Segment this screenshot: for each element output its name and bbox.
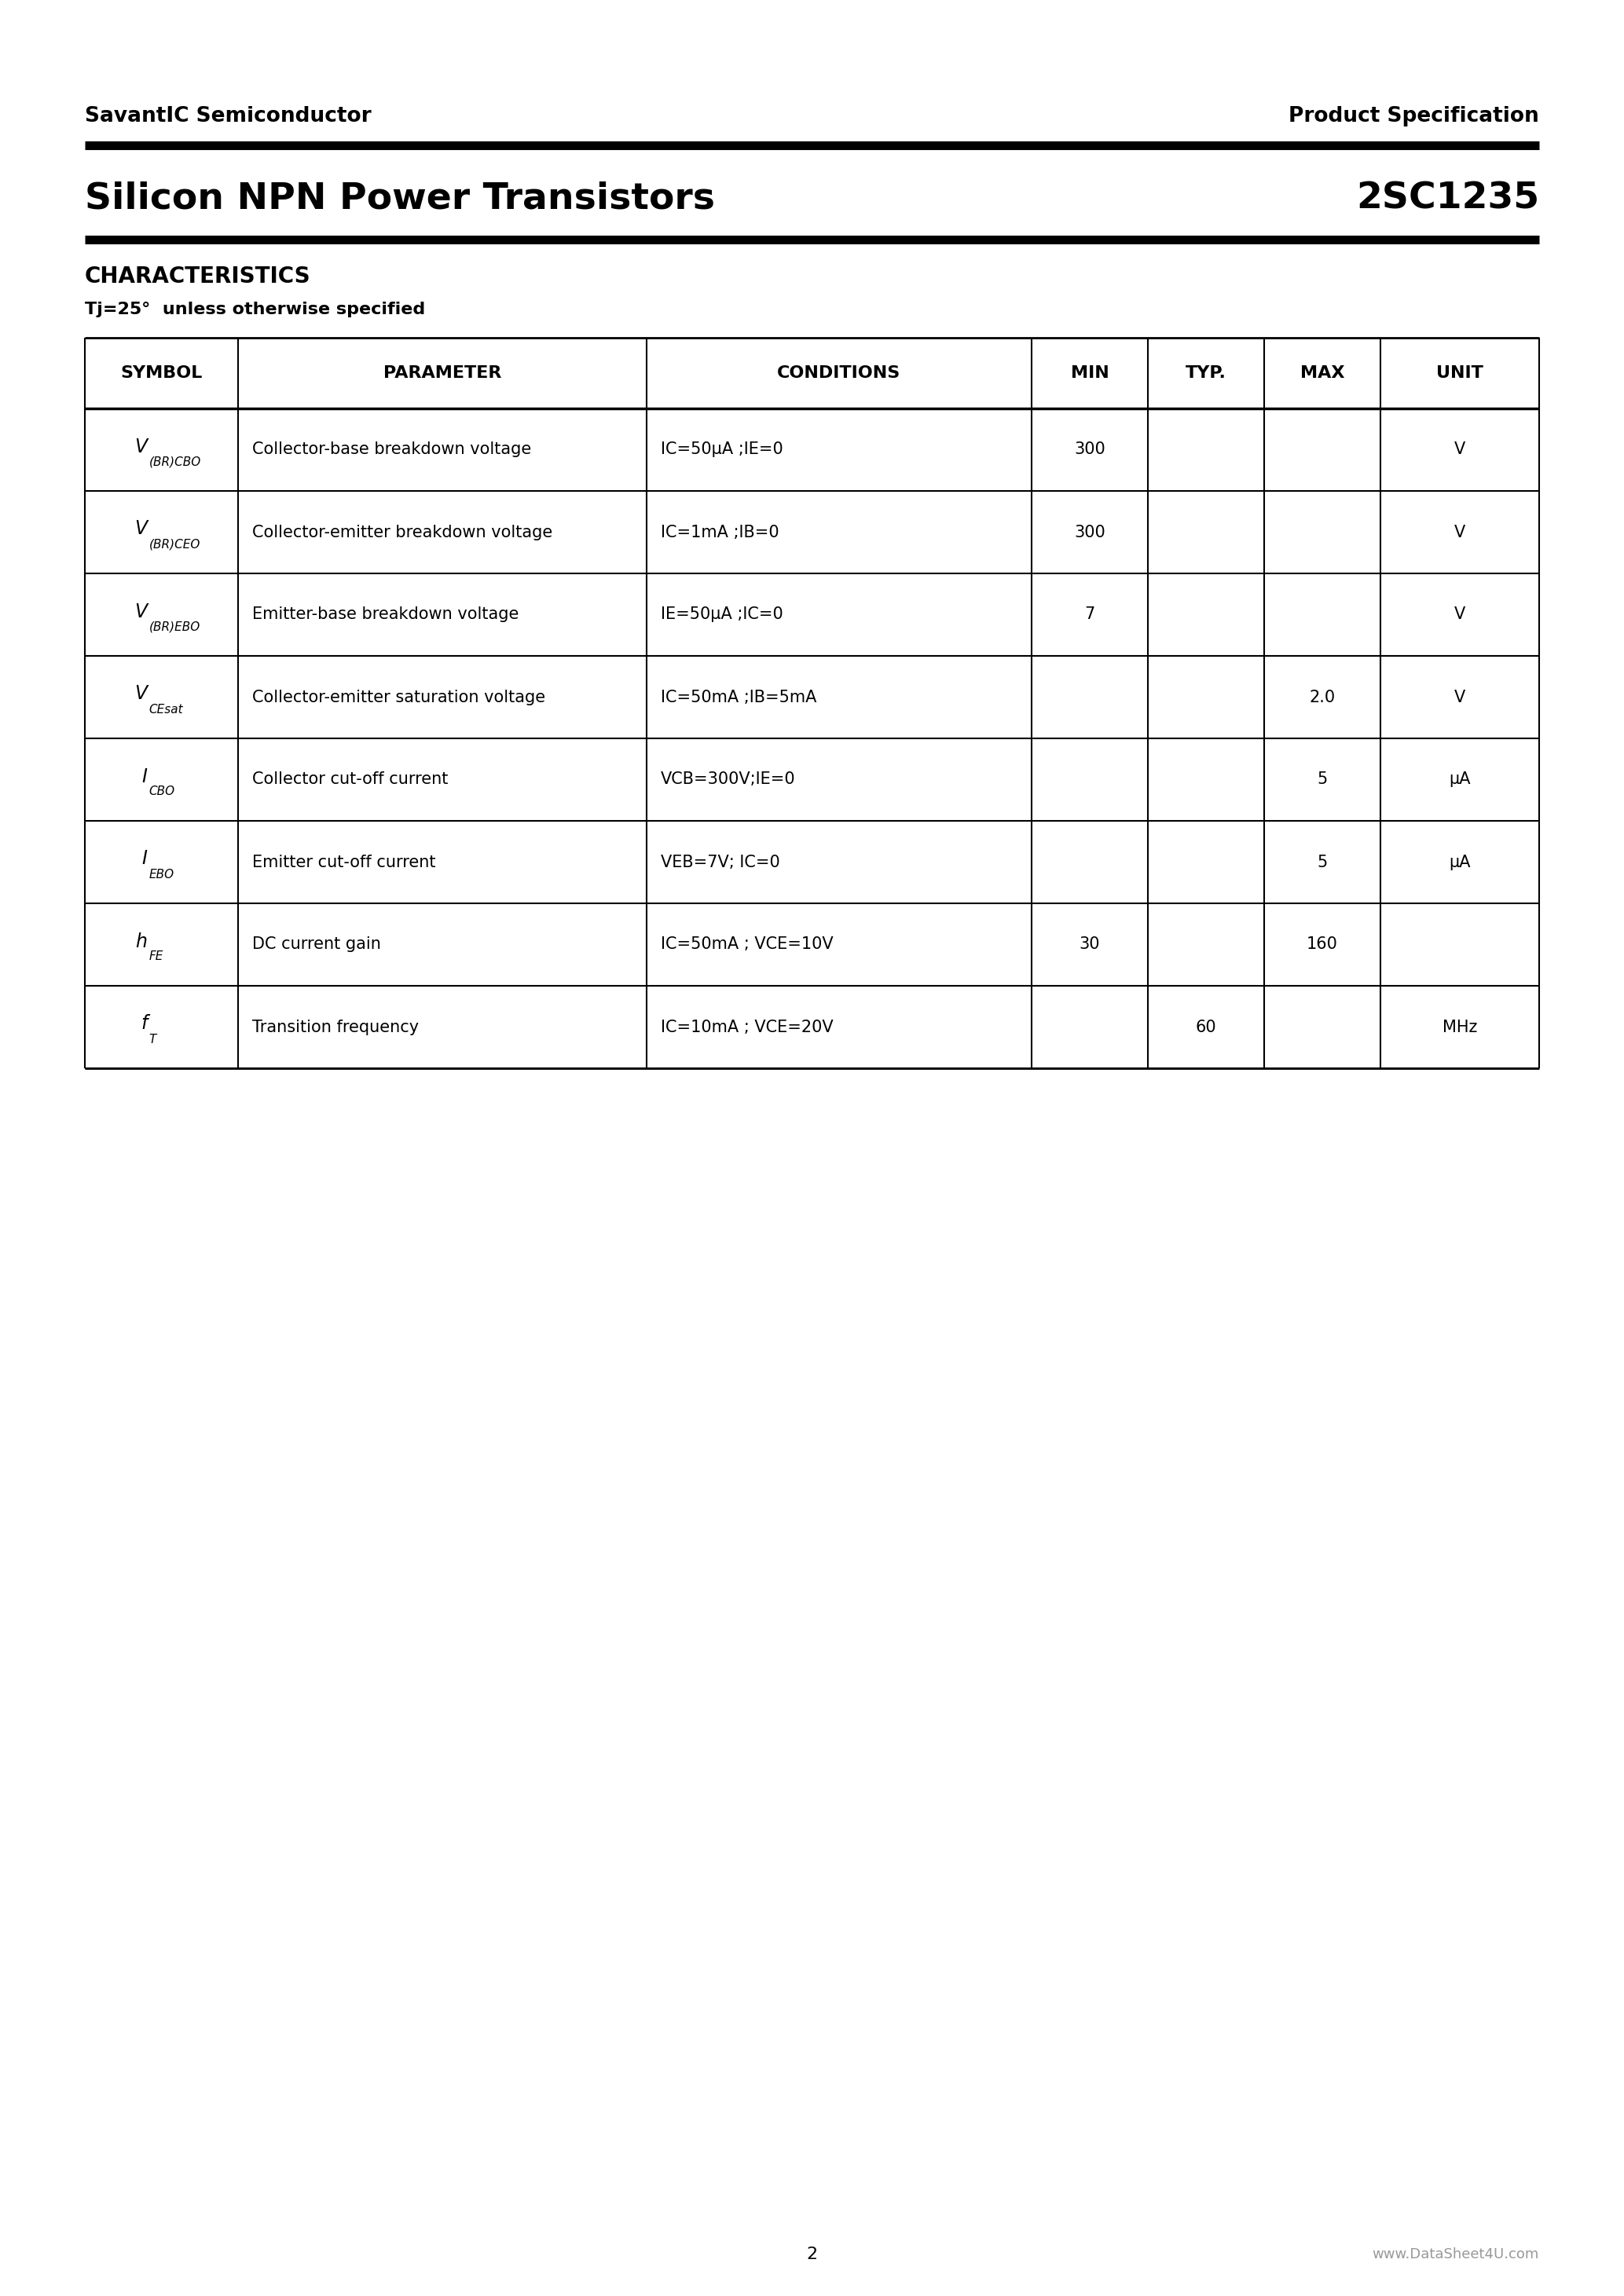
Text: MIN: MIN <box>1070 365 1109 381</box>
Text: CEsat: CEsat <box>149 703 184 714</box>
Text: MAX: MAX <box>1301 365 1345 381</box>
Text: T: T <box>149 1033 156 1045</box>
Text: UNIT: UNIT <box>1436 365 1483 381</box>
Text: f: f <box>141 1015 148 1033</box>
Text: μA: μA <box>1449 854 1471 870</box>
Text: 2SC1235: 2SC1235 <box>1356 181 1540 216</box>
Text: Collector-base breakdown voltage: Collector-base breakdown voltage <box>252 441 531 457</box>
Text: www.DataSheet4U.com: www.DataSheet4U.com <box>1372 2248 1540 2262</box>
Text: Tj=25°  unless otherwise specified: Tj=25° unless otherwise specified <box>84 301 425 317</box>
Text: IC=10mA ; VCE=20V: IC=10mA ; VCE=20V <box>661 1019 833 1035</box>
Text: IC=1mA ;IB=0: IC=1mA ;IB=0 <box>661 523 780 540</box>
Text: 300: 300 <box>1073 441 1106 457</box>
Text: 2: 2 <box>807 2245 817 2262</box>
Text: V: V <box>135 436 148 457</box>
Text: EBO: EBO <box>149 868 174 879</box>
Text: VEB=7V; IC=0: VEB=7V; IC=0 <box>661 854 780 870</box>
Text: h: h <box>135 932 148 951</box>
Text: (BR)EBO: (BR)EBO <box>149 620 200 634</box>
Text: 7: 7 <box>1085 606 1095 622</box>
Text: V: V <box>1453 523 1465 540</box>
Text: MHz: MHz <box>1442 1019 1478 1035</box>
Text: Collector-emitter saturation voltage: Collector-emitter saturation voltage <box>252 689 546 705</box>
Text: V: V <box>1453 606 1465 622</box>
Text: CBO: CBO <box>149 785 175 797</box>
Text: IC=50mA ;IB=5mA: IC=50mA ;IB=5mA <box>661 689 817 705</box>
Text: IC=50mA ; VCE=10V: IC=50mA ; VCE=10V <box>661 937 833 953</box>
Text: CHARACTERISTICS: CHARACTERISTICS <box>84 266 310 287</box>
Text: I: I <box>141 850 148 868</box>
Text: IE=50μA ;IC=0: IE=50μA ;IC=0 <box>661 606 783 622</box>
Text: 30: 30 <box>1080 937 1099 953</box>
Text: Emitter cut-off current: Emitter cut-off current <box>252 854 435 870</box>
Text: FE: FE <box>149 951 164 962</box>
Text: SavantIC Semiconductor: SavantIC Semiconductor <box>84 106 372 126</box>
Text: 60: 60 <box>1195 1019 1216 1035</box>
Text: Collector cut-off current: Collector cut-off current <box>252 771 448 788</box>
Text: TYP.: TYP. <box>1186 365 1226 381</box>
Text: V: V <box>1453 441 1465 457</box>
Text: (BR)CEO: (BR)CEO <box>149 540 200 551</box>
Text: Product Specification: Product Specification <box>1289 106 1540 126</box>
Text: Transition frequency: Transition frequency <box>252 1019 419 1035</box>
Text: V: V <box>1453 689 1465 705</box>
Text: 160: 160 <box>1307 937 1338 953</box>
Text: CONDITIONS: CONDITIONS <box>778 365 901 381</box>
Text: 5: 5 <box>1317 854 1327 870</box>
Text: V: V <box>135 602 148 620</box>
Text: 2.0: 2.0 <box>1309 689 1335 705</box>
Text: SYMBOL: SYMBOL <box>120 365 203 381</box>
Text: V: V <box>135 684 148 703</box>
Text: 300: 300 <box>1073 523 1106 540</box>
Text: μA: μA <box>1449 771 1471 788</box>
Text: Silicon NPN Power Transistors: Silicon NPN Power Transistors <box>84 181 715 216</box>
Text: Collector-emitter breakdown voltage: Collector-emitter breakdown voltage <box>252 523 552 540</box>
Text: Emitter-base breakdown voltage: Emitter-base breakdown voltage <box>252 606 518 622</box>
Text: PARAMETER: PARAMETER <box>383 365 502 381</box>
Text: VCB=300V;IE=0: VCB=300V;IE=0 <box>661 771 796 788</box>
Text: (BR)CBO: (BR)CBO <box>149 457 201 468</box>
Text: V: V <box>135 519 148 540</box>
Text: 5: 5 <box>1317 771 1327 788</box>
Text: I: I <box>141 767 148 785</box>
Text: DC current gain: DC current gain <box>252 937 382 953</box>
Text: IC=50μA ;IE=0: IC=50μA ;IE=0 <box>661 441 783 457</box>
